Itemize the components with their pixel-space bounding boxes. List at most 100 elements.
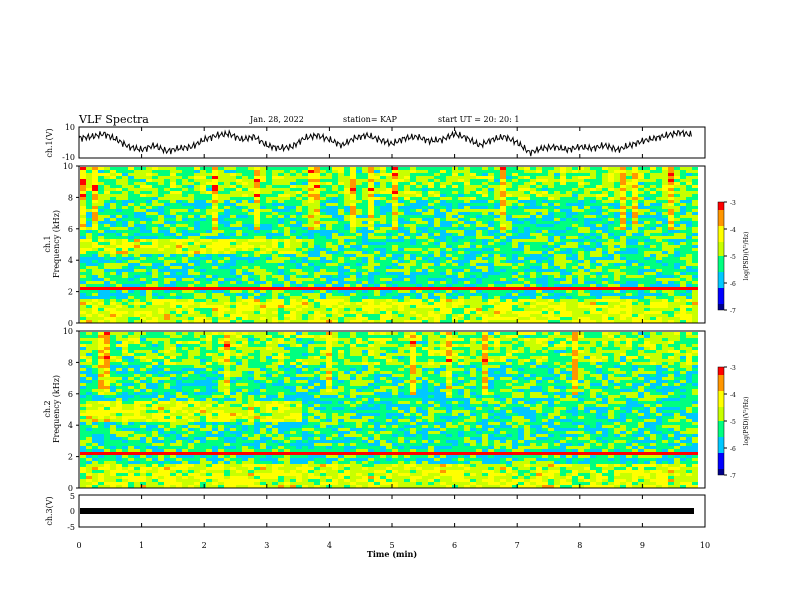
spectrogram-cell (332, 239, 338, 242)
spectrogram-cell (92, 170, 98, 173)
spectrogram-cell (80, 200, 86, 203)
spectrogram-cell (566, 185, 572, 188)
spectrogram-cell (380, 278, 386, 281)
spectrogram-cell (518, 209, 524, 212)
spectrogram-cell (242, 173, 248, 176)
spectrogram-cell (638, 239, 644, 242)
spectrogram-cell (626, 251, 632, 254)
spectrogram-cell (398, 230, 404, 233)
spectrogram-cell (134, 305, 140, 308)
spectrogram-cell (644, 239, 650, 242)
spectrogram-cell (212, 218, 218, 221)
spectrogram-cell (614, 284, 620, 287)
spectrogram-cell (296, 233, 302, 236)
spectrogram-cell (632, 173, 638, 176)
spectrogram-cell (626, 209, 632, 212)
spectrogram-cell (548, 305, 554, 308)
spectrogram-cell (632, 236, 638, 239)
spectrogram-cell (200, 269, 206, 272)
spectrogram-cell (386, 227, 392, 230)
spectrogram-cell (218, 185, 224, 188)
spectrogram-cell (320, 296, 326, 299)
spectrogram-cell (626, 284, 632, 287)
spectrogram-cell (650, 269, 656, 272)
spectrogram-cell (488, 299, 494, 302)
spectrogram-cell (116, 167, 122, 170)
spectrogram-cell (488, 281, 494, 284)
spectrogram-cell (374, 251, 380, 254)
spectrogram-cell (254, 209, 260, 212)
spectrogram-cell (134, 275, 140, 278)
spectrogram-cell (596, 176, 602, 179)
spectrogram-cell (182, 224, 188, 227)
spectrogram-cell (254, 236, 260, 239)
spectrogram-cell (590, 308, 596, 311)
spectrogram-cell (476, 281, 482, 284)
spectrogram-cell (614, 176, 620, 179)
spectrogram-cell (512, 230, 518, 233)
spectrogram-cell (572, 215, 578, 218)
spectrogram-cell (368, 221, 374, 224)
spectrogram-cell (260, 206, 266, 209)
spectrogram-cell (110, 194, 116, 197)
spectrogram-cell (134, 308, 140, 311)
spectrogram-cell (644, 194, 650, 197)
spectrogram-cell (686, 290, 692, 293)
spectrogram-cell (428, 221, 434, 224)
spectrogram-cell (458, 230, 464, 233)
spectrogram-cell (188, 257, 194, 260)
spectrogram-cell (242, 170, 248, 173)
spectrogram-cell (296, 188, 302, 191)
spectrogram-cell (182, 263, 188, 266)
spectrogram-cell (662, 212, 668, 215)
spectrogram-cell (536, 242, 542, 245)
spectrogram-cell (308, 239, 314, 242)
spectrogram-cell (680, 308, 686, 311)
spectrogram-cell (350, 275, 356, 278)
spectrogram-cell (452, 275, 458, 278)
spectrogram-cell (686, 287, 692, 290)
spectrogram-cell (350, 197, 356, 200)
spectrogram-cell (188, 248, 194, 251)
spectrogram-cell (242, 296, 248, 299)
spectrogram-cell (338, 233, 344, 236)
spectrogram-cell (170, 179, 176, 182)
spectrogram-cell (530, 305, 536, 308)
spectrogram-cell (362, 188, 368, 191)
spectrogram-cell (386, 284, 392, 287)
spectrogram-cell (344, 170, 350, 173)
spectrogram-cell (86, 179, 92, 182)
spectrogram-cell (344, 230, 350, 233)
spectrogram-cell (344, 278, 350, 281)
spectrogram-cell (158, 299, 164, 302)
spectrogram-cell (236, 269, 242, 272)
spectrogram-cell (368, 203, 374, 206)
spectrogram-cell (488, 203, 494, 206)
spectrogram-cell (422, 245, 428, 248)
spectrogram-cell (692, 221, 698, 224)
spectrogram-cell (266, 200, 272, 203)
spectrogram-cell (284, 230, 290, 233)
spectrogram-cell (596, 248, 602, 251)
spectrogram-cell (296, 191, 302, 194)
spectrogram-cell (350, 224, 356, 227)
spectrogram-cell (584, 182, 590, 185)
spectrogram-cell (290, 308, 296, 311)
spectrogram-cell (290, 188, 296, 191)
spectrogram-cell (266, 221, 272, 224)
spectrogram-cell (182, 203, 188, 206)
spectrogram-cell (386, 194, 392, 197)
spectrogram-cell (530, 281, 536, 284)
spectrogram-cell (368, 236, 374, 239)
spectrogram-cell (236, 296, 242, 299)
spectrogram-cell (116, 197, 122, 200)
spectrogram-cell (134, 212, 140, 215)
spectrogram-cell (482, 194, 488, 197)
spectrogram-cell (242, 281, 248, 284)
spectrogram-cell (122, 209, 128, 212)
spectrogram-cell (590, 266, 596, 269)
spectrogram-cell (302, 212, 308, 215)
spectrogram-cell (260, 188, 266, 191)
spectrogram-cell (482, 287, 488, 290)
spectrogram-cell (434, 269, 440, 272)
